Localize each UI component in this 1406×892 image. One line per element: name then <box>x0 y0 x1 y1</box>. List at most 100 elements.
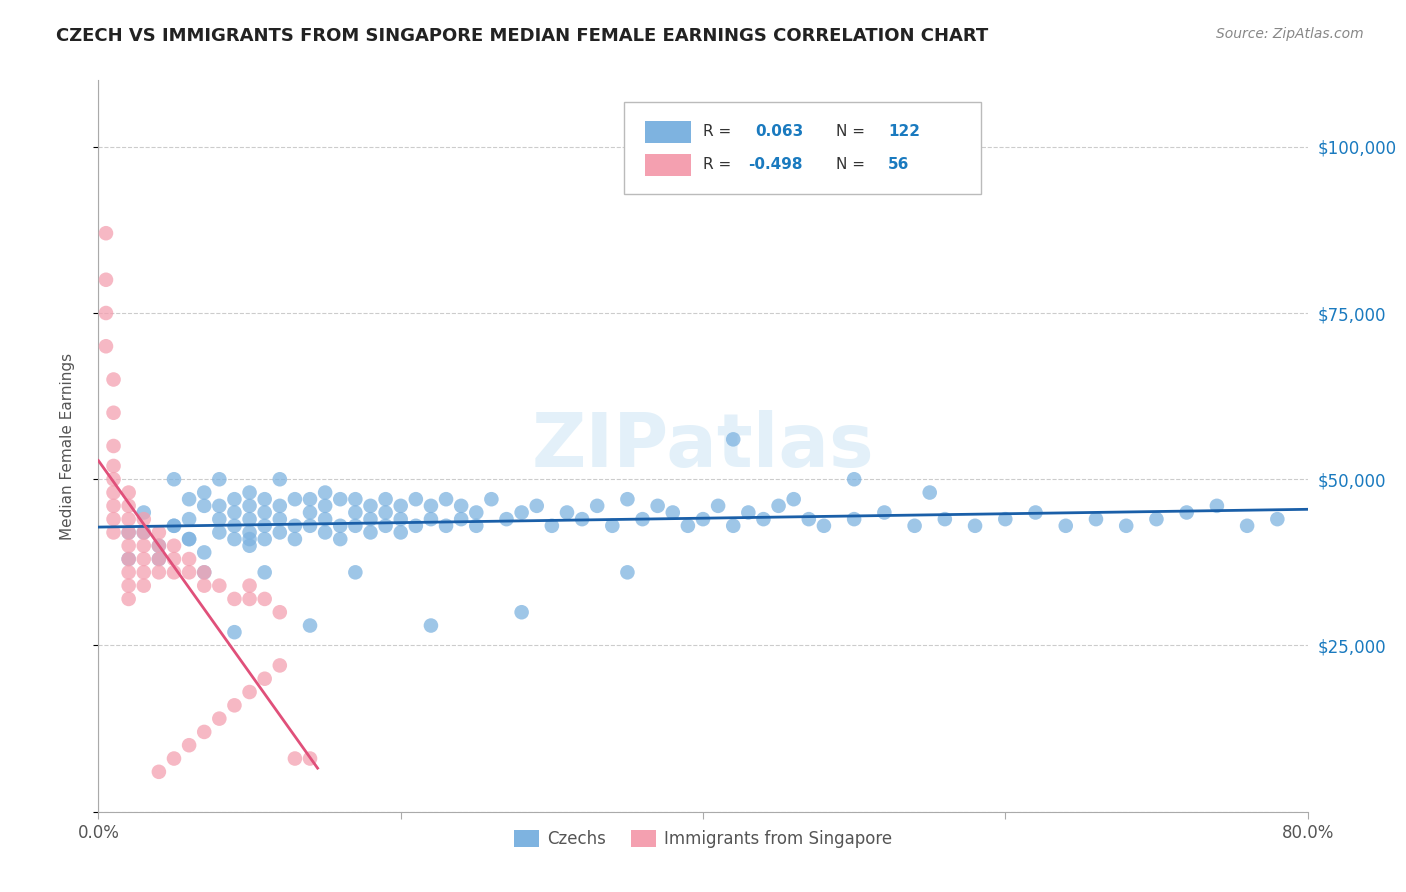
Text: N =: N = <box>837 157 865 172</box>
Point <box>813 518 835 533</box>
Point <box>1175 506 1198 520</box>
Point <box>329 518 352 533</box>
Point <box>1085 512 1108 526</box>
Text: R =: R = <box>703 124 731 139</box>
Point <box>163 518 186 533</box>
Point <box>239 532 262 546</box>
Point <box>299 506 322 520</box>
Point <box>148 539 170 553</box>
Point <box>676 518 699 533</box>
Point <box>314 499 336 513</box>
Point <box>994 512 1017 526</box>
Point <box>239 512 262 526</box>
Point <box>374 518 396 533</box>
Point <box>405 518 427 533</box>
Point <box>1054 518 1077 533</box>
Point <box>118 539 141 553</box>
Point <box>179 512 201 526</box>
Point <box>224 518 246 533</box>
Point <box>118 566 141 580</box>
Point <box>420 512 443 526</box>
Point <box>193 566 215 580</box>
Point <box>103 512 125 526</box>
Point <box>132 552 155 566</box>
Point <box>616 566 638 580</box>
Point <box>148 764 170 779</box>
Point <box>360 512 382 526</box>
Point <box>148 525 170 540</box>
Point <box>1144 512 1167 526</box>
FancyBboxPatch shape <box>645 154 690 176</box>
Point <box>179 492 201 507</box>
Text: N =: N = <box>837 124 865 139</box>
Point <box>269 499 291 513</box>
Point <box>239 579 262 593</box>
Point <box>163 539 186 553</box>
Point <box>239 685 262 699</box>
Point <box>132 579 155 593</box>
Point <box>179 532 201 546</box>
Point <box>389 499 412 513</box>
Point <box>193 545 215 559</box>
FancyBboxPatch shape <box>645 121 690 144</box>
Point <box>269 658 291 673</box>
Point <box>193 485 215 500</box>
Point <box>224 698 246 713</box>
Point <box>94 226 117 240</box>
Point <box>510 605 533 619</box>
Point <box>284 518 307 533</box>
Point <box>314 525 336 540</box>
Point <box>420 499 443 513</box>
Point <box>132 525 155 540</box>
Point <box>118 512 141 526</box>
Point <box>374 506 396 520</box>
Point <box>103 439 125 453</box>
Point <box>344 566 367 580</box>
Point <box>844 512 866 526</box>
Point <box>360 499 382 513</box>
Point <box>118 525 141 540</box>
Point <box>239 525 262 540</box>
Point <box>239 539 262 553</box>
Point <box>163 552 186 566</box>
Point <box>148 566 170 580</box>
Point <box>118 552 141 566</box>
Point <box>284 532 307 546</box>
Point <box>723 433 745 447</box>
Text: -0.498: -0.498 <box>748 157 803 172</box>
Point <box>602 518 624 533</box>
Point <box>389 525 412 540</box>
Point <box>179 566 201 580</box>
Point <box>239 485 262 500</box>
Point <box>1267 512 1289 526</box>
Point <box>918 485 941 500</box>
Point <box>329 532 352 546</box>
Point <box>299 618 322 632</box>
Point <box>374 492 396 507</box>
Point <box>208 472 231 486</box>
Point <box>737 506 759 520</box>
Point <box>1024 506 1046 520</box>
Point <box>465 506 488 520</box>
Point <box>269 525 291 540</box>
Point <box>208 579 231 593</box>
Point <box>329 492 352 507</box>
Point <box>103 499 125 513</box>
Point <box>193 499 215 513</box>
Point <box>118 579 141 593</box>
Point <box>103 406 125 420</box>
Point <box>179 532 201 546</box>
Point <box>314 512 336 526</box>
Legend: Czechs, Immigrants from Singapore: Czechs, Immigrants from Singapore <box>508 823 898 855</box>
Point <box>193 725 215 739</box>
Point <box>965 518 987 533</box>
Point <box>132 506 155 520</box>
Point <box>148 539 170 553</box>
Point <box>132 525 155 540</box>
Point <box>904 518 927 533</box>
Point <box>132 539 155 553</box>
Text: 0.063: 0.063 <box>755 124 803 139</box>
Point <box>253 492 276 507</box>
Point <box>224 591 246 606</box>
Point <box>481 492 503 507</box>
